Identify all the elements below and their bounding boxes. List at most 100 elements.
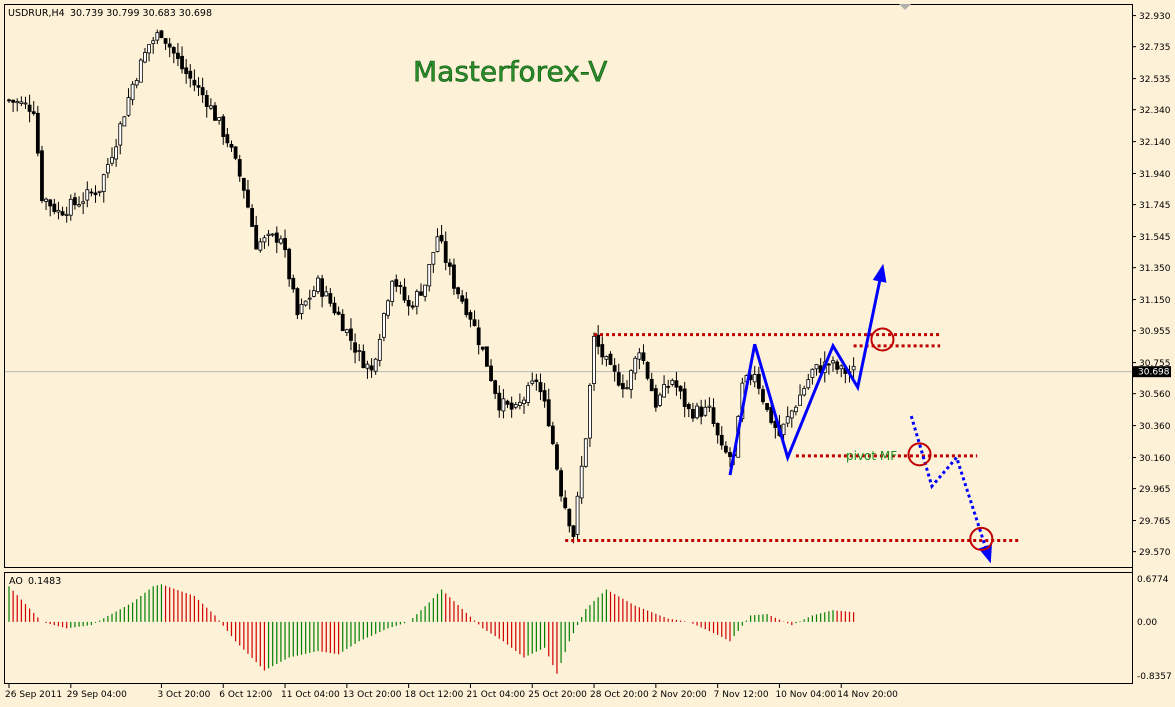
candle-body xyxy=(571,525,576,537)
candle-body xyxy=(435,236,440,252)
candle-body xyxy=(728,452,732,458)
candle-body xyxy=(707,405,712,408)
candle-body xyxy=(110,156,114,164)
candle-body xyxy=(81,201,86,204)
candle xyxy=(588,383,592,447)
candle xyxy=(600,336,605,365)
candle-body xyxy=(19,101,24,104)
candle xyxy=(620,374,625,398)
candle-body xyxy=(575,495,580,535)
candle-body xyxy=(89,191,94,194)
candle-body xyxy=(546,399,551,427)
candle xyxy=(332,296,337,316)
candle-body xyxy=(719,434,724,446)
candle-body xyxy=(357,349,362,352)
candle-body xyxy=(303,300,308,306)
candle-body xyxy=(246,189,250,208)
candle xyxy=(674,371,679,396)
candle-body xyxy=(291,277,296,290)
candle xyxy=(670,378,675,387)
candle-body xyxy=(769,406,774,423)
candle xyxy=(171,46,176,64)
candle xyxy=(361,344,366,369)
candle xyxy=(122,115,127,127)
candle xyxy=(559,467,563,502)
candle-body xyxy=(534,379,539,382)
time-tick-label: 28 Oct 20:00 xyxy=(590,690,649,700)
candle-body xyxy=(134,80,139,86)
candle xyxy=(555,442,559,471)
candle xyxy=(575,491,580,540)
candle xyxy=(468,309,473,328)
candle xyxy=(340,309,345,332)
candle-body xyxy=(143,52,147,63)
candle xyxy=(826,362,831,375)
candle-body xyxy=(266,233,271,236)
candle-body xyxy=(35,112,40,154)
candle xyxy=(653,384,658,412)
candle xyxy=(637,348,642,370)
wave-solid-line xyxy=(728,267,884,476)
candle-body xyxy=(686,404,691,410)
candle xyxy=(616,363,621,387)
candle xyxy=(851,357,856,379)
candle-body xyxy=(431,252,436,265)
candle xyxy=(629,369,634,399)
candle-body xyxy=(406,299,411,307)
candle xyxy=(299,298,304,320)
candle-body xyxy=(695,405,699,419)
candle xyxy=(196,77,201,97)
candle xyxy=(719,426,724,450)
candle xyxy=(427,264,432,292)
candle xyxy=(105,158,110,179)
candle xyxy=(806,373,811,390)
candle xyxy=(476,319,481,355)
candle-body xyxy=(336,311,341,315)
candle xyxy=(480,346,485,352)
candle-body xyxy=(785,416,790,424)
candle xyxy=(155,29,160,45)
candle xyxy=(295,287,300,320)
candle-body xyxy=(204,95,209,107)
candle-body xyxy=(130,83,135,101)
candle-body xyxy=(715,423,720,436)
candle xyxy=(662,375,666,398)
time-tick-label: 3 Oct 20:00 xyxy=(157,690,210,700)
candle xyxy=(365,360,370,379)
candle-body xyxy=(476,327,481,346)
candle-body xyxy=(410,305,415,308)
candle-body xyxy=(93,192,98,196)
candle xyxy=(159,29,164,39)
time-tick-label: 21 Oct 04:00 xyxy=(466,690,525,700)
level-circle xyxy=(870,327,895,352)
candle-body xyxy=(509,402,514,410)
candle xyxy=(118,121,123,155)
candle-body xyxy=(101,174,106,192)
candle xyxy=(567,508,572,533)
candle xyxy=(15,98,20,112)
candle-body xyxy=(756,373,761,389)
candle-body xyxy=(592,335,596,384)
price-tick-label: 30.160 xyxy=(1139,454,1171,464)
time-tick-label: 26 Sep 2011 xyxy=(5,690,62,700)
candle xyxy=(435,228,440,253)
candle-body xyxy=(414,291,419,307)
candle xyxy=(645,361,650,381)
candle-body xyxy=(287,248,292,280)
candle xyxy=(835,359,840,375)
candle xyxy=(398,281,403,295)
candle xyxy=(641,344,646,365)
candle xyxy=(349,318,353,351)
candle-body xyxy=(167,43,172,48)
candle-body xyxy=(629,370,634,390)
candle-body xyxy=(423,284,428,297)
candle xyxy=(419,283,423,297)
candle xyxy=(538,373,543,401)
price-tick-label: 32.535 xyxy=(1139,75,1171,85)
price-tick-label: 30.560 xyxy=(1139,390,1171,400)
candle-body xyxy=(452,264,456,289)
ohlc-values: 30.739 30.799 30.683 30.698 xyxy=(70,8,212,19)
candle-body xyxy=(563,497,568,509)
candle-body xyxy=(781,423,786,436)
candle-body xyxy=(188,70,193,79)
